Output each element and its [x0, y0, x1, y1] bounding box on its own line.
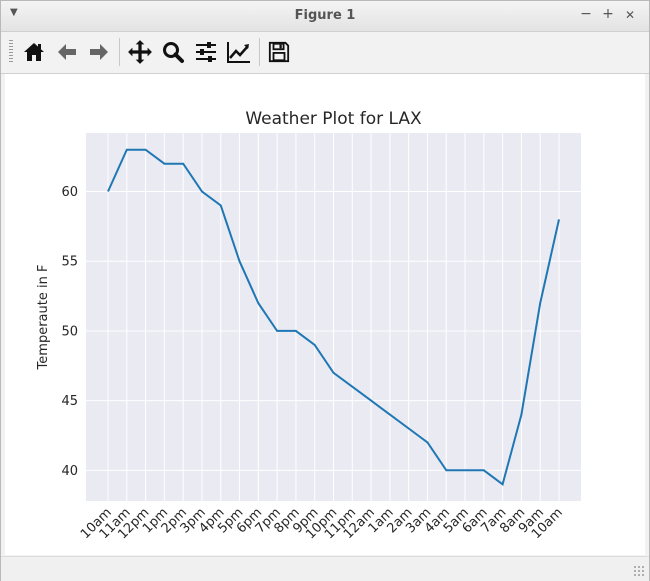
y-tick-label: 50 — [61, 324, 78, 339]
resize-grip-icon[interactable] — [633, 565, 645, 577]
minimize-button[interactable]: − — [580, 6, 592, 22]
grid-lines — [86, 133, 581, 501]
save-button[interactable] — [264, 37, 294, 67]
magnifier-icon — [163, 42, 184, 63]
y-tick-label: 40 — [61, 464, 78, 479]
y-tick-label: 45 — [61, 394, 78, 409]
line-chart: 40 45 50 55 60 10am11am12pm1pm2pm3pm4pm5pm6p… — [36, 109, 581, 542]
toolbar-separator — [259, 38, 260, 66]
maximize-button[interactable]: + — [602, 6, 614, 22]
y-tick-label: 60 — [61, 185, 78, 200]
forward-button[interactable] — [84, 37, 114, 67]
back-button[interactable] — [52, 37, 82, 67]
edit-axis-button[interactable] — [224, 37, 254, 67]
status-bar — [1, 556, 649, 581]
navigation-toolbar — [1, 32, 649, 74]
zoom-button[interactable] — [158, 37, 188, 67]
arrow-right-icon — [90, 44, 108, 60]
floppy-disk-icon — [268, 41, 290, 63]
y-tick-label: 55 — [61, 255, 78, 270]
figure-canvas[interactable]: 40 45 50 55 60 10am 11am 12pm 1pm 2pm 3pm 4pm 5pm 6p… — [5, 74, 645, 555]
home-icon — [24, 43, 44, 61]
line-chart-icon — [227, 42, 250, 63]
window-title: Figure 1 — [294, 8, 356, 23]
window-menu-icon[interactable]: ▼ — [10, 7, 18, 18]
arrow-left-icon — [58, 44, 76, 60]
temperature-line — [107, 148, 560, 486]
toolbar-separator — [119, 38, 120, 66]
pan-button[interactable] — [125, 37, 155, 67]
move-icon — [128, 40, 152, 64]
close-button[interactable]: ✕ — [624, 8, 636, 22]
sliders-icon — [196, 42, 216, 62]
x-tick-labels: 10am11am12pm1pm2pm3pm4pm5pm6pm7pm8pm9pm1… — [78, 505, 566, 542]
y-axis-label: Temperaute in F — [36, 265, 51, 371]
toolbar-grip[interactable] — [9, 40, 13, 64]
configure-subplots-button[interactable] — [191, 37, 221, 67]
chart-title: Weather Plot for LAX — [245, 109, 422, 129]
home-button[interactable] — [19, 37, 49, 67]
title-bar: ▼ Figure 1 − + ✕ — [1, 1, 649, 32]
y-tick-labels: 40 45 50 55 60 — [61, 185, 78, 479]
